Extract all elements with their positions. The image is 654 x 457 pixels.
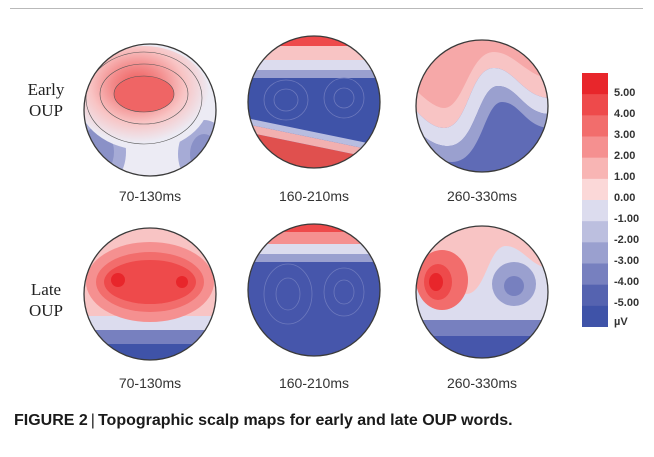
colorbar-tick-label: -2.00	[614, 234, 640, 246]
caption-separator: |	[90, 412, 95, 429]
colorbar-swatch	[582, 136, 608, 159]
map-caption: 160-210ms	[278, 375, 350, 391]
colorbar-swatch	[582, 73, 608, 95]
scalp-map-late-260-330	[415, 225, 549, 359]
map-caption: 70-130ms	[118, 375, 182, 391]
colorbar-swatch	[582, 305, 608, 327]
colorbar-swatch	[582, 115, 608, 137]
colorbar-tick-label: 2.00	[614, 150, 636, 162]
map-caption: 260-330ms	[446, 188, 518, 204]
row-label-line1: Late	[30, 280, 62, 299]
colorbar	[582, 73, 608, 327]
caption-text: Topographic scalp maps for early and lat…	[97, 412, 513, 429]
colorbar-tick-label: 0.00	[614, 192, 636, 204]
scalp-map-early-70-130	[83, 43, 217, 177]
scalp-map-early-260-330	[415, 39, 549, 173]
map-caption: 160-210ms	[278, 188, 350, 204]
colorbar-swatch	[582, 178, 608, 201]
colorbar-swatch	[582, 157, 608, 180]
colorbar-tick-label: -5.00	[614, 297, 640, 309]
colorbar-tick-label: 4.00	[614, 108, 636, 120]
row-label-late: Late OUP	[16, 279, 76, 321]
colorbar-tick-label: 1.00	[614, 171, 636, 183]
colorbar-swatch	[582, 242, 608, 264]
colorbar-unit-label: µV	[614, 316, 628, 328]
colorbar-swatch	[582, 284, 608, 307]
colorbar-tick-label: 5.00	[614, 87, 636, 99]
colorbar-tick-label: -4.00	[614, 276, 640, 288]
colorbar-swatch	[582, 94, 608, 116]
scalp-map-early-160-210	[247, 35, 381, 169]
map-caption: 70-130ms	[118, 188, 182, 204]
colorbar-tick-label: 3.00	[614, 129, 636, 141]
colorbar-tick-label: -1.00	[614, 213, 640, 225]
figure-caption: FIGURE 2 | Topographic scalp maps for earl…	[14, 412, 513, 430]
figure-number: FIGURE 2	[14, 412, 88, 429]
colorbar-tick-label: -3.00	[614, 255, 640, 267]
scalp-map-late-70-130	[83, 227, 217, 361]
figure-frame	[10, 8, 643, 451]
colorbar-swatch	[582, 221, 608, 243]
scalp-map-late-160-210	[247, 223, 381, 357]
row-label-line2: OUP	[28, 101, 63, 120]
map-caption: 260-330ms	[446, 375, 518, 391]
row-label-early: Early OUP	[16, 79, 76, 121]
colorbar-swatch	[582, 263, 608, 286]
row-label-line2: OUP	[28, 301, 63, 320]
colorbar-swatch	[582, 200, 608, 222]
row-label-line1: Early	[27, 80, 65, 99]
